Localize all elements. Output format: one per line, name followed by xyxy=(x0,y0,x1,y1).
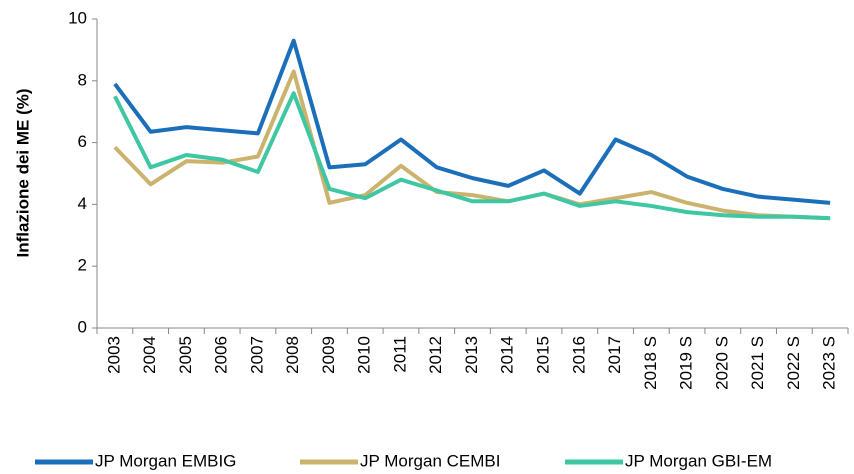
x-tick-label: 2004 xyxy=(140,336,159,374)
x-tick-label: 2014 xyxy=(498,336,517,374)
x-tick-label: 2008 xyxy=(283,336,302,374)
y-tick-label: 6 xyxy=(78,132,87,151)
y-tick-label: 2 xyxy=(78,256,87,275)
y-axis-label: Inflazione dei ME (%) xyxy=(13,88,32,257)
y-tick-label: 4 xyxy=(78,194,87,213)
legend-label: JP Morgan EMBIG xyxy=(95,451,236,470)
x-tick-label: 2003 xyxy=(104,336,123,374)
x-tick-label: 2023 S xyxy=(820,336,839,390)
x-tick-label: 2018 S xyxy=(641,336,660,390)
series-line xyxy=(113,38,831,205)
series-line xyxy=(113,69,831,221)
legend-label: JP Morgan CEMBI xyxy=(360,451,500,470)
series-line xyxy=(113,91,831,221)
x-tick-label: 2020 S xyxy=(712,336,731,390)
x-tick-label: 2013 xyxy=(462,336,481,374)
x-tick-label: 2011 xyxy=(390,336,409,373)
y-tick-label: 0 xyxy=(78,317,87,336)
x-tick-label: 2017 xyxy=(605,336,624,374)
x-tick-label: 2019 S xyxy=(677,336,696,390)
x-tick-label: 2007 xyxy=(247,336,266,374)
y-tick-label: 10 xyxy=(68,8,87,27)
x-tick-label: 2010 xyxy=(355,336,374,374)
x-tick-label: 2012 xyxy=(426,336,445,374)
x-tick-label: 2021 S xyxy=(748,336,767,390)
x-tick-label: 2005 xyxy=(176,336,195,374)
x-tick-label: 2006 xyxy=(212,336,231,374)
y-tick-label: 8 xyxy=(78,70,87,89)
x-tick-label: 2022 S xyxy=(784,336,803,390)
x-tick-label: 2015 xyxy=(534,336,553,374)
x-tick-label: 2016 xyxy=(569,336,588,374)
legend-label: JP Morgan GBI-EM xyxy=(625,451,772,470)
x-tick-label: 2009 xyxy=(319,336,338,374)
